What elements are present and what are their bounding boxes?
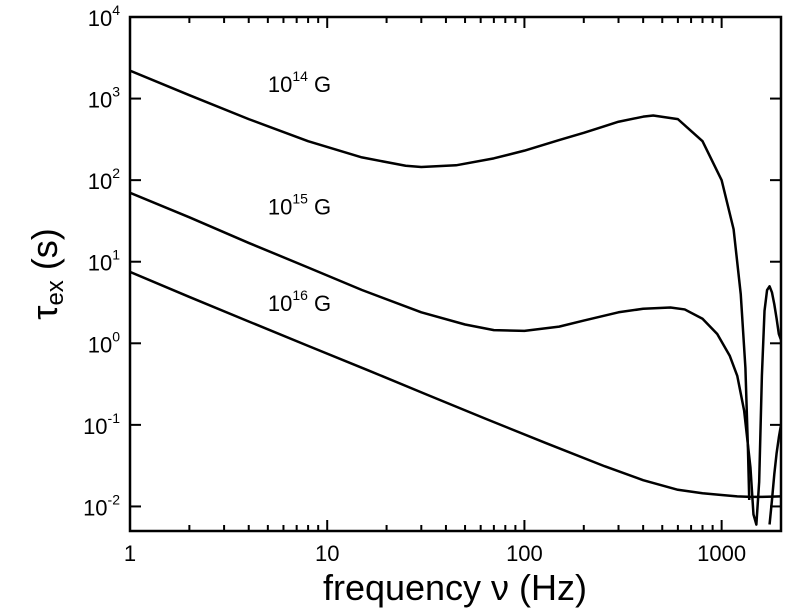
y-tick-label: 102 [88,165,120,194]
y-tick-label-base: 10 [88,169,112,194]
series-line-2 [130,272,781,497]
y-tick-label: 10-1 [83,410,120,439]
y-tick-label: 101 [88,247,120,276]
series-label-exp: 16 [292,287,308,303]
series-label-unit: G [308,194,331,219]
y-tick-label-base: 10 [88,251,112,276]
series-line-0 [130,71,749,500]
x-tick-label: 100 [506,541,543,566]
plot-frame [130,17,781,531]
x-axis-ticks: 1 10 100 1000 [124,17,781,566]
y-tick-label-exp: 4 [112,2,120,18]
series-label-base: 10 [268,72,292,97]
series-label-base: 10 [268,291,292,316]
y-tick-label-exp: 1 [112,247,120,263]
y-tick-label: 10-2 [83,491,120,520]
series-label: 1016 G [268,287,331,316]
series-label-base: 10 [268,194,292,219]
series-line-3 [770,425,781,525]
y-tick-label-exp: -2 [108,491,121,507]
y-tick-label-exp: -1 [108,410,121,426]
x-tick-label: 1 [124,541,136,566]
y-axis-label-sub: ex [42,280,69,305]
series-label: 1015 G [268,190,331,219]
series-label-exp: 14 [292,68,308,84]
y-axis-label: τex (s) [24,228,69,320]
y-tick-label-base: 10 [83,495,107,520]
y-axis-label-main: τ [24,306,65,320]
series-line-1 [130,193,781,525]
series-label-unit: G [308,291,331,316]
y-axis-label-unit: (s) [24,228,65,280]
y-tick-label-base: 10 [88,6,112,31]
y-tick-label-exp: 0 [112,328,120,344]
y-tick-label: 103 [88,84,120,113]
series-group [130,71,781,525]
y-tick-label: 100 [88,328,120,357]
y-tick-label-base: 10 [88,332,112,357]
series-label: 1014 G [268,68,331,97]
y-tick-label-exp: 3 [112,84,120,100]
series-label-unit: G [308,72,331,97]
x-axis-label: frequency ν (Hz) [323,567,587,608]
x-tick-label: 1000 [697,541,746,566]
x-tick-label: 10 [315,541,339,566]
y-tick-label-base: 10 [88,88,112,113]
y-tick-label-exp: 2 [112,165,120,181]
y-tick-label: 104 [88,2,120,31]
y-tick-label-base: 10 [83,414,107,439]
svg-text:τex (s): τex (s) [24,228,69,320]
series-label-exp: 15 [292,190,308,206]
